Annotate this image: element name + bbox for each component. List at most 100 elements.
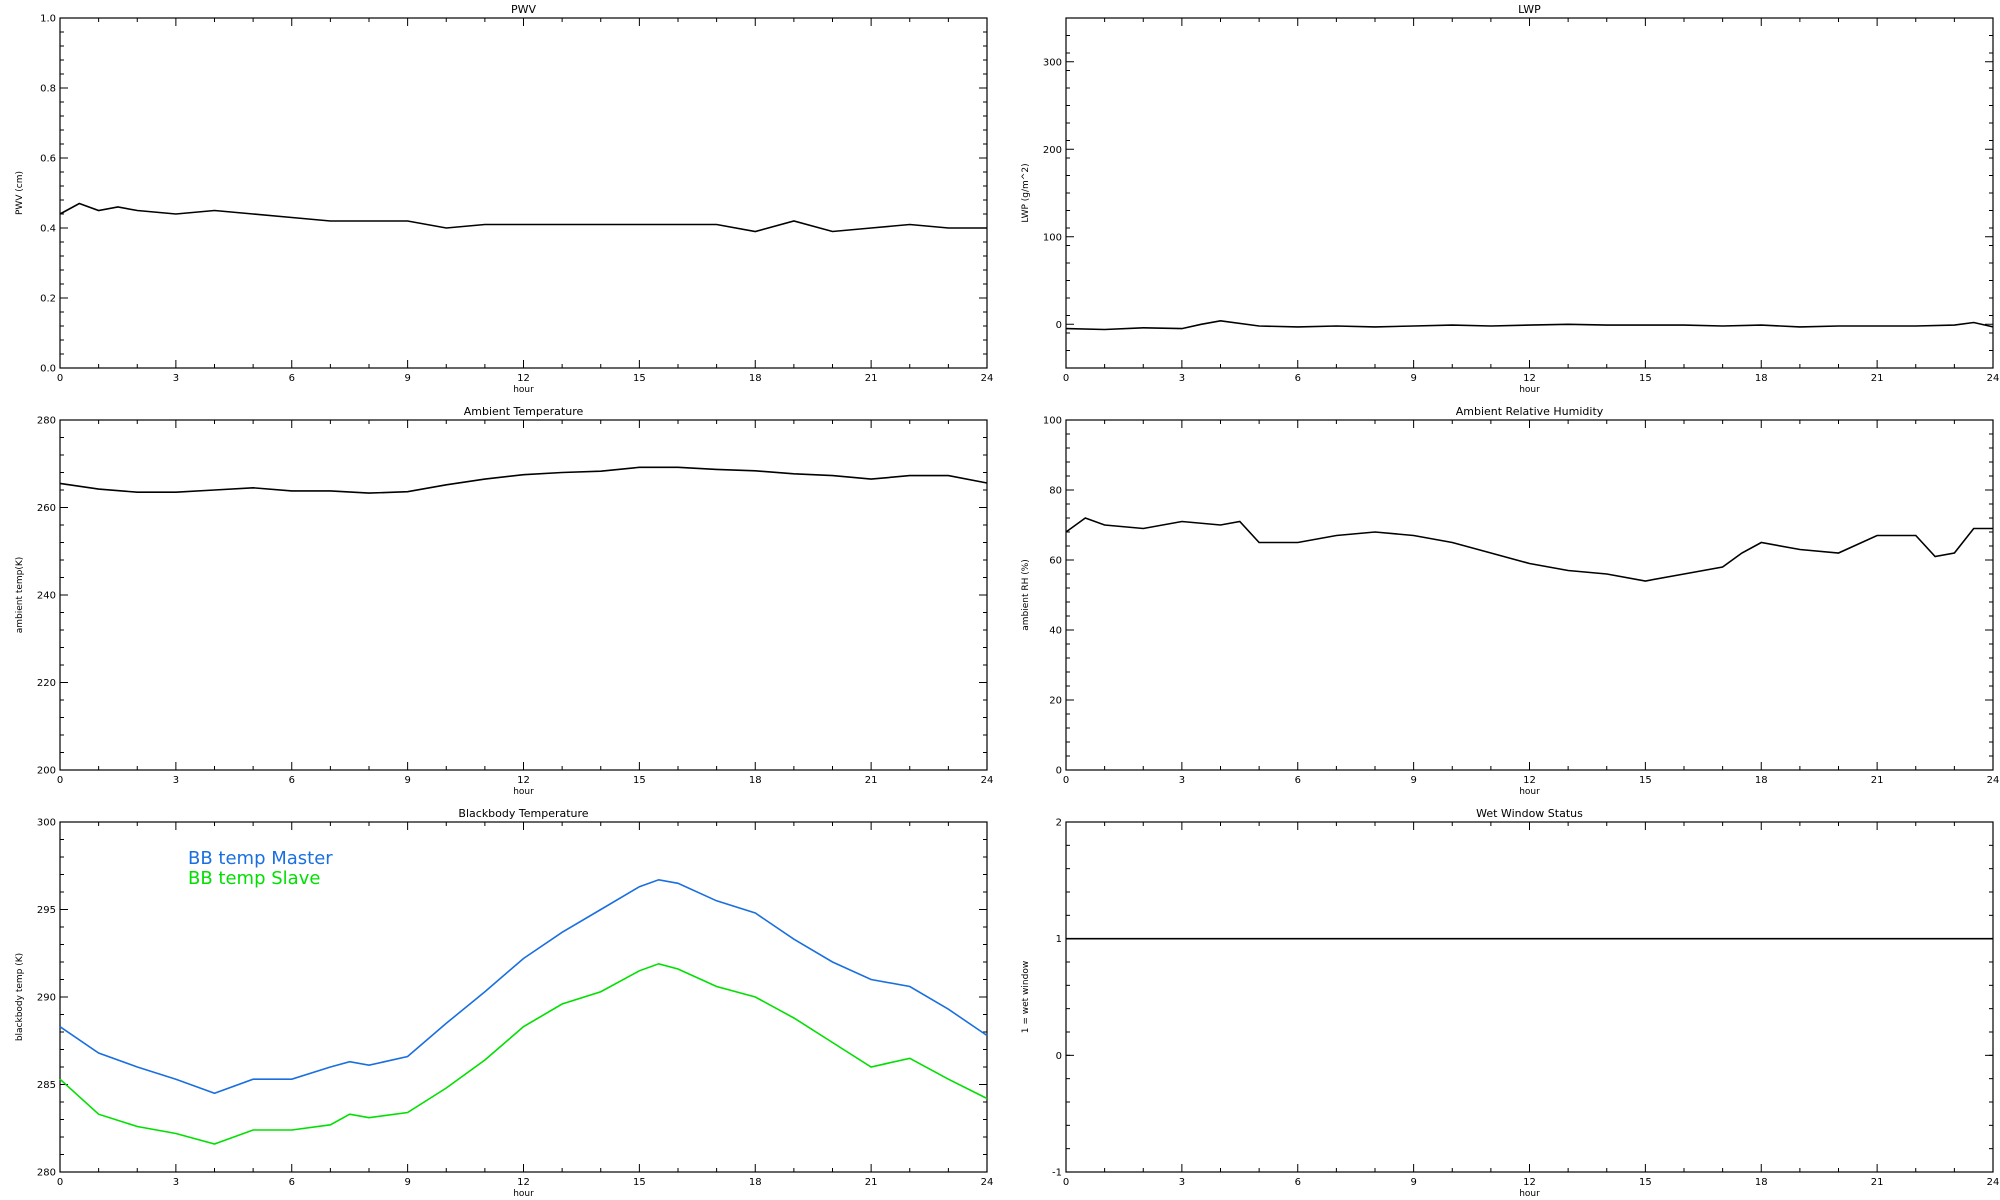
x-tick-label: 0 <box>1063 373 1069 384</box>
x-tick-label: 9 <box>404 1177 410 1188</box>
x-tick-label: 15 <box>1639 775 1652 786</box>
x-tick-label: 9 <box>1410 775 1416 786</box>
y-tick-label: 240 <box>37 591 56 602</box>
x-axis-label: hour <box>1519 385 1540 395</box>
x-tick-label: 24 <box>1987 1177 2000 1188</box>
x-tick-label: 18 <box>1755 1177 1768 1188</box>
x-tick-label: 12 <box>1523 373 1536 384</box>
x-tick-label: 3 <box>1179 373 1185 384</box>
x-tick-label: 12 <box>517 373 530 384</box>
x-tick-label: 24 <box>981 775 994 786</box>
y-tick-label: 0.0 <box>40 364 56 375</box>
chart-panel: Ambient Relative Humidity 0 3 6 9 12 15 18 21 24 h… <box>1021 405 1999 797</box>
x-tick-label: 18 <box>1755 775 1768 786</box>
y-axis-label: ambient RH (%) <box>1021 559 1031 631</box>
x-tick-label: 21 <box>865 775 878 786</box>
plot-frame <box>1065 17 1994 369</box>
y-tick-label: 2 <box>1056 818 1062 829</box>
x-tick-label: 15 <box>633 1177 646 1188</box>
plot-frame <box>59 419 988 771</box>
x-tick-label: 6 <box>289 373 295 384</box>
x-tick-label: 18 <box>1755 373 1768 384</box>
x-tick-label: 3 <box>173 373 179 384</box>
x-tick-label: 9 <box>1410 373 1416 384</box>
y-tick-label: 285 <box>37 1080 56 1091</box>
x-tick-label: 21 <box>1871 373 1884 384</box>
chart-title: Ambient Relative Humidity <box>1456 405 1604 418</box>
series-line <box>1065 319 1994 331</box>
x-tick-label: 0 <box>57 775 63 786</box>
x-tick-label: 24 <box>981 373 994 384</box>
plot-frame <box>1065 419 1994 771</box>
chart-title: LWP <box>1518 3 1541 16</box>
x-tick-label: 24 <box>981 1177 994 1188</box>
y-tick-label: 0 <box>1056 766 1062 777</box>
x-tick-label: 15 <box>1639 373 1652 384</box>
y-tick-label: 60 <box>1049 556 1062 567</box>
y-tick-label: 220 <box>37 678 56 689</box>
chart-panel: LWP 0 3 6 9 12 15 18 21 24 hour 0 100 200 300 LWP (g/m^… <box>1021 3 1999 395</box>
x-axis-label: hour <box>1519 787 1540 797</box>
x-tick-label: 18 <box>749 775 762 786</box>
chart-title: Ambient Temperature <box>464 405 584 418</box>
x-tick-label: 21 <box>1871 775 1884 786</box>
x-tick-label: 6 <box>1295 1177 1301 1188</box>
x-tick-label: 9 <box>1410 1177 1416 1188</box>
x-tick-label: 24 <box>1987 775 2000 786</box>
x-tick-label: 6 <box>289 775 295 786</box>
x-tick-label: 21 <box>865 1177 878 1188</box>
legend-entry: BB temp Master <box>188 848 333 869</box>
y-tick-label: 1 <box>1056 934 1062 945</box>
y-tick-label: 280 <box>37 416 56 427</box>
x-tick-label: 21 <box>1871 1177 1884 1188</box>
x-tick-label: 12 <box>1523 775 1536 786</box>
y-tick-label: 20 <box>1049 696 1062 707</box>
x-axis-label: hour <box>513 787 534 797</box>
chart-panel: PWV 0 3 6 9 12 15 18 21 24 hour 0.0 0.2 0.4 0.6 0.8 1.0 P… <box>15 3 993 395</box>
x-tick-label: 3 <box>173 775 179 786</box>
y-axis-label: 1 = wet window <box>1021 961 1031 1033</box>
x-axis-label: hour <box>1519 1189 1540 1199</box>
x-tick-label: 18 <box>749 1177 762 1188</box>
y-tick-label: 200 <box>1043 145 1062 156</box>
y-tick-label: 200 <box>37 766 56 777</box>
y-tick-label: 100 <box>1043 416 1062 427</box>
y-tick-label: 0.8 <box>40 84 56 95</box>
y-tick-label: 0.4 <box>40 224 56 235</box>
x-tick-label: 6 <box>1295 775 1301 786</box>
legend-entry: BB temp Slave <box>188 868 320 889</box>
x-tick-label: 3 <box>1179 775 1185 786</box>
series-line-bb-temp-slave <box>59 962 988 1145</box>
x-tick-label: 3 <box>1179 1177 1185 1188</box>
y-tick-label: 0 <box>1056 320 1062 331</box>
y-tick-label: 290 <box>37 993 56 1004</box>
plot-frame <box>1065 821 1994 1173</box>
series-line-bb-temp-master <box>59 878 988 1095</box>
y-axis-label: LWP (g/m^2) <box>1021 163 1031 222</box>
y-tick-label: 100 <box>1043 232 1062 243</box>
y-tick-label: 280 <box>37 1168 56 1179</box>
x-axis-label: hour <box>513 1189 534 1199</box>
y-axis-label: PWV (cm) <box>15 171 25 215</box>
x-tick-label: 9 <box>404 373 410 384</box>
y-tick-label: 295 <box>37 905 56 916</box>
x-tick-label: 15 <box>1639 1177 1652 1188</box>
chart-title: PWV <box>511 3 537 16</box>
y-tick-label: -1 <box>1052 1168 1062 1179</box>
y-tick-label: 260 <box>37 503 56 514</box>
x-tick-label: 0 <box>1063 775 1069 786</box>
y-tick-label: 300 <box>1043 57 1062 68</box>
y-tick-label: 40 <box>1049 626 1062 637</box>
chart-panel: Ambient Temperature 0 3 6 9 12 15 18 21 24 hour 200… <box>15 405 993 797</box>
series-line <box>1065 517 1993 582</box>
y-tick-label: 1.0 <box>40 14 56 25</box>
x-tick-label: 6 <box>289 1177 295 1188</box>
x-tick-label: 15 <box>633 373 646 384</box>
x-tick-label: 12 <box>517 775 530 786</box>
plot-frame <box>59 17 988 369</box>
y-tick-label: 0.2 <box>40 294 56 305</box>
chart-panel: Blackbody Temperature 0 3 6 9 12 15 18 21 24 hour 2… <box>15 807 993 1199</box>
x-tick-label: 15 <box>633 775 646 786</box>
y-axis-label: blackbody temp (K) <box>15 953 25 1041</box>
